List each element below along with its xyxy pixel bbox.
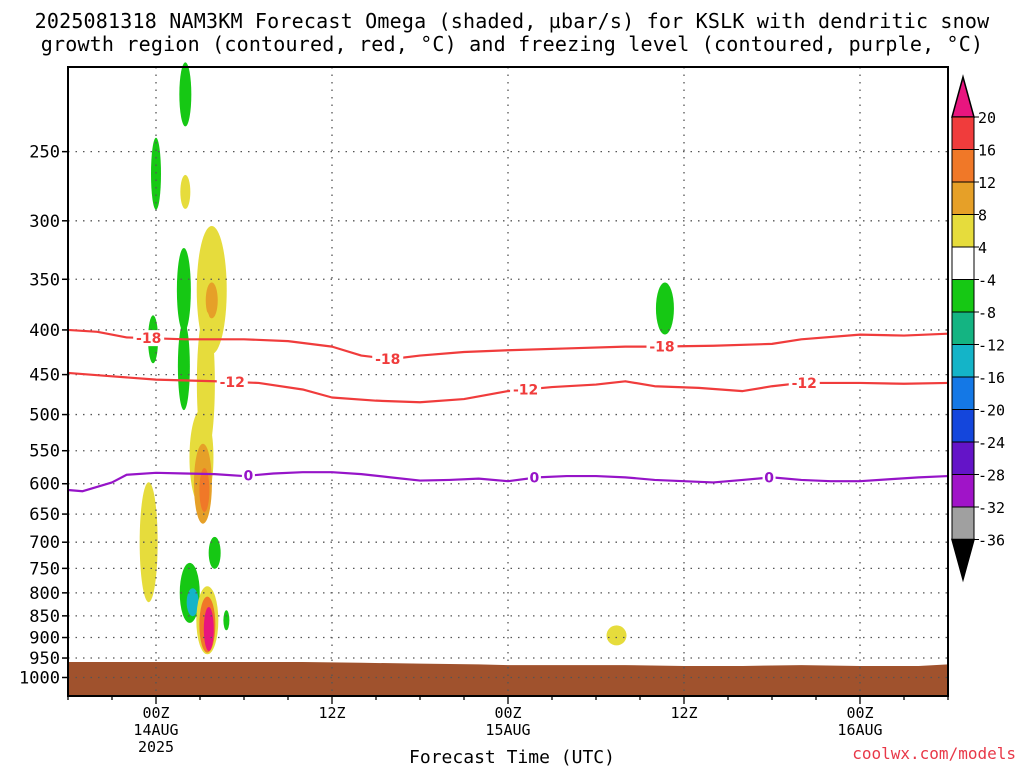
colorbar-bottom-arrow: [951, 538, 975, 583]
y-tick-label: 650: [29, 505, 60, 525]
omega-cell: [205, 282, 218, 319]
colorbar-label: 16: [978, 142, 996, 160]
colorbar-swatch: [951, 214, 975, 248]
omega-cell: [606, 625, 627, 646]
colorbar-swatch: [951, 474, 975, 508]
colorbar-swatch: [951, 376, 975, 410]
colorbar-swatch: [951, 246, 975, 280]
contour-label-bg: [241, 467, 255, 484]
y-tick-label: 900: [29, 629, 60, 649]
y-tick-label: 750: [29, 559, 60, 579]
contour-line-0: [67, 471, 949, 493]
y-tick-label: 950: [29, 649, 60, 669]
x-tick-date: 16AUG: [837, 721, 882, 739]
y-tick-label: 850: [29, 607, 60, 627]
colorbar-swatch: [951, 279, 975, 313]
contour-label: -12: [220, 375, 245, 391]
axes: 2503003504004505005506006507007508008509…: [19, 66, 949, 756]
terrain: [68, 662, 948, 696]
x-tick-label: 00Z: [142, 704, 169, 722]
colorbar-label: -4: [978, 272, 996, 290]
chart-title-line-1: 2025081318 NAM3KM Forecast Omega (shaded…: [34, 9, 990, 33]
colorbar-swatch: [951, 506, 975, 540]
contour-label-bg: [216, 373, 248, 390]
terrain-fill: [68, 662, 948, 696]
omega-cell: [139, 482, 158, 603]
colorbar-label: 4: [978, 239, 987, 257]
contour-label: 0: [244, 469, 254, 485]
colorbar-label: -12: [978, 337, 1005, 355]
contour-line--18: [67, 328, 949, 361]
omega-cell: [199, 467, 210, 512]
contour-label: -18: [375, 352, 400, 368]
contour-label: -18: [649, 340, 674, 356]
colorbar-label: -16: [978, 369, 1005, 387]
y-tick-label: 350: [29, 270, 60, 290]
omega-cell: [177, 322, 190, 411]
colorbar-label: -36: [978, 532, 1005, 550]
colorbar-label: -32: [978, 499, 1005, 517]
y-tick-label: 250: [29, 143, 60, 163]
colorbar-swatch: [951, 311, 975, 345]
y-tick-label: 800: [29, 584, 60, 604]
colorbar-label: -20: [978, 402, 1005, 420]
x-tick-year: 2025: [138, 738, 174, 756]
omega-cell: [655, 282, 674, 335]
x-tick-date: 15AUG: [485, 721, 530, 739]
x-tick-label: 12Z: [318, 704, 345, 722]
colorbar-label: -8: [978, 304, 996, 322]
colorbar-label: 20: [978, 109, 996, 127]
y-tick-label: 300: [29, 212, 60, 232]
omega-cell: [179, 62, 192, 127]
chart-title-line-2: growth region (contoured, red, °C) and f…: [40, 32, 984, 56]
x-tick-label: 12Z: [670, 704, 697, 722]
y-tick-label: 450: [29, 366, 60, 386]
omega-cell: [180, 174, 191, 209]
contour-label-bg: [762, 469, 776, 486]
colorbar-label: -24: [978, 434, 1005, 452]
contour-label: -18: [136, 331, 161, 347]
contour-label: -12: [513, 382, 538, 398]
x-tick-date: 14AUG: [133, 721, 178, 739]
y-tick-label: 700: [29, 533, 60, 553]
colorbar-swatch: [951, 409, 975, 443]
omega-cell: [176, 247, 191, 332]
contour-label: 0: [530, 471, 540, 487]
colorbar-swatch: [951, 344, 975, 378]
contour-label-bg: [133, 330, 165, 347]
y-tick-label: 550: [29, 442, 60, 462]
colorbar-swatch: [951, 181, 975, 215]
x-tick-label: 00Z: [494, 704, 521, 722]
contour-label-bg: [788, 374, 820, 391]
colorbar-swatch: [951, 116, 975, 150]
contour-label-bg: [510, 381, 542, 398]
contour-label-bg: [646, 338, 678, 355]
omega-cell: [186, 588, 199, 617]
y-tick-label: 600: [29, 475, 60, 495]
colorbar-label: -28: [978, 467, 1005, 485]
colorbar-swatch: [951, 149, 975, 183]
contour-lines: -18 -18 -18 -12 -12 -12 0 0 0: [67, 328, 949, 493]
colorbar: 20 16 12 8 4 -4 -8 -12 -16 -20 -24 -28 -32 -36: [951, 74, 1005, 583]
colorbar-swatch: [951, 441, 975, 475]
omega-cell: [151, 137, 161, 210]
colorbar-label: 8: [978, 207, 987, 225]
omega-shading: [139, 62, 674, 655]
omega-cell: [203, 607, 214, 652]
contour-label: -12: [792, 376, 817, 392]
contour-label-bg: [527, 469, 541, 486]
omega-cell: [223, 610, 230, 631]
colorbar-label: 12: [978, 174, 996, 192]
omega-cell: [208, 536, 221, 569]
x-axis-label: Forecast Time (UTC): [409, 747, 615, 768]
contour-label: 0: [764, 471, 774, 487]
y-tick-label: 400: [29, 321, 60, 341]
y-tick-label: 1000: [19, 668, 60, 688]
credit-link[interactable]: coolwx.com/models: [852, 744, 1016, 763]
x-tick-label: 00Z: [846, 704, 873, 722]
contour-label-bg: [372, 350, 404, 367]
y-tick-label: 500: [29, 406, 60, 426]
colorbar-top-arrow: [951, 74, 975, 118]
